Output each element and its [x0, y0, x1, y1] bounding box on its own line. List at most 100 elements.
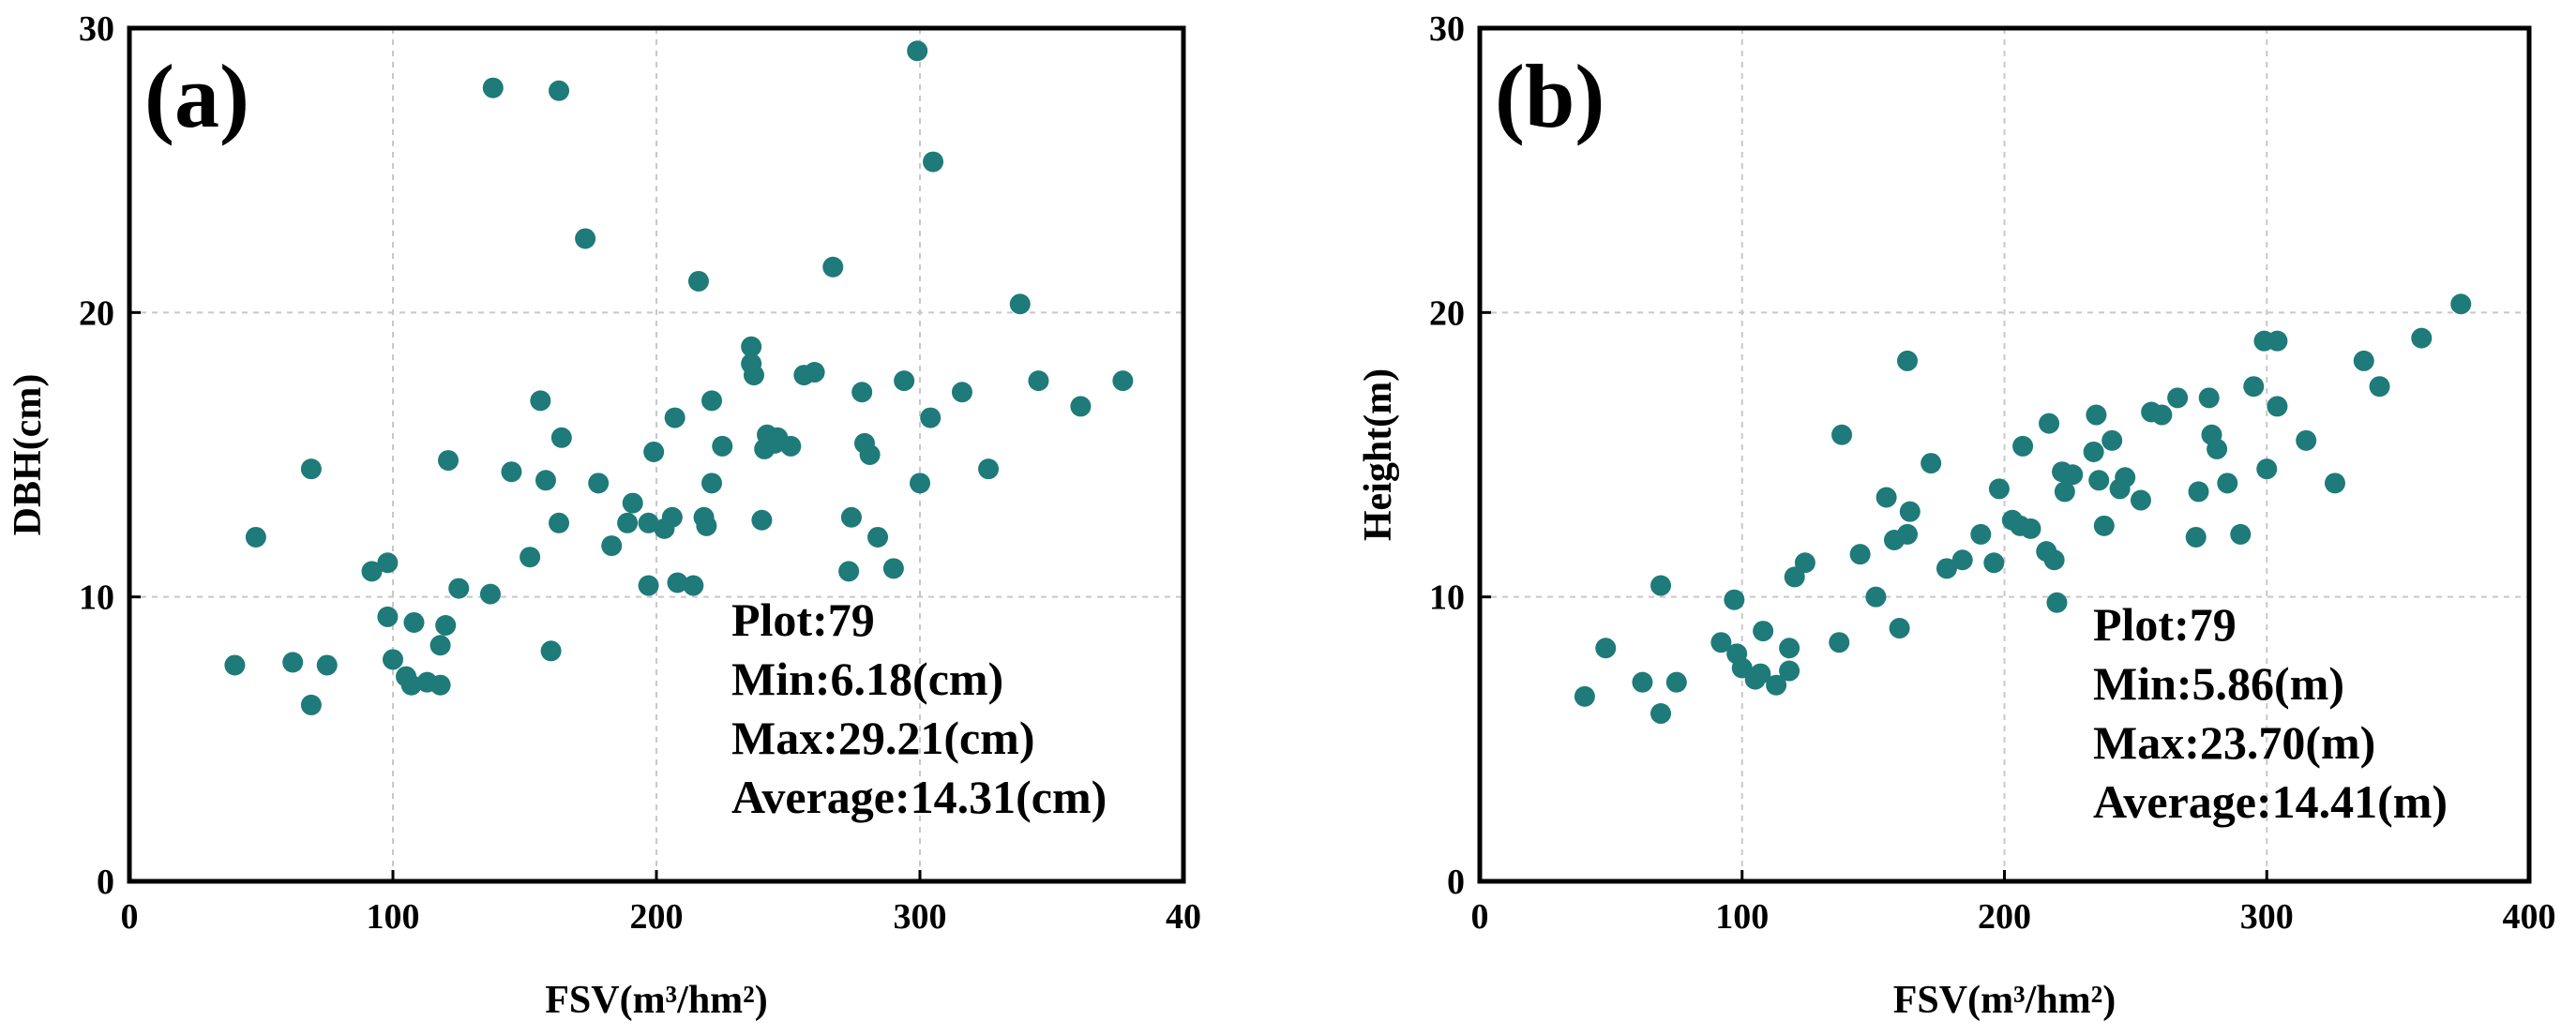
data-point — [1574, 685, 1595, 707]
x-axis-label: FSV(m³/hm²) — [1893, 979, 2117, 1022]
data-point — [920, 407, 942, 428]
data-point — [2130, 489, 2151, 511]
data-point — [1710, 632, 1732, 653]
data-point — [1951, 549, 1973, 571]
data-point — [978, 458, 1000, 480]
x-tick-label: 0 — [121, 897, 139, 937]
data-point — [743, 365, 764, 386]
data-point — [1988, 478, 2010, 500]
data-point — [894, 370, 915, 392]
data-point — [300, 694, 322, 715]
data-point — [540, 640, 562, 662]
data-point — [1650, 703, 1672, 725]
data-point — [1028, 370, 1049, 392]
data-point — [435, 615, 457, 636]
data-point — [1829, 632, 1850, 653]
data-point — [1665, 671, 1687, 693]
data-point — [687, 270, 709, 292]
data-point — [245, 526, 266, 548]
data-point — [2012, 435, 2034, 457]
data-point — [780, 435, 802, 457]
data-point — [859, 444, 881, 465]
data-point — [377, 552, 399, 574]
panel-a-dbh-vs-fsv: 0 100 200 300 400102030(a)Plot:79Min:6.18(cm… — [7, 9, 1201, 1022]
data-point — [804, 362, 825, 383]
data-point — [696, 515, 717, 536]
data-point — [1070, 396, 1092, 417]
data-point — [482, 77, 504, 98]
data-point — [661, 506, 683, 528]
data-point — [2115, 467, 2136, 488]
panel-b-height-vs-fsv: 0 100 200 300 400 0 10 20 30 (b) Plot:79 Min:5.86(m… — [1357, 9, 2556, 1022]
data-point — [617, 512, 639, 533]
data-point — [840, 506, 862, 528]
data-point — [1983, 552, 2005, 574]
data-point — [1595, 638, 1617, 659]
panel-label: (a) — [144, 46, 249, 146]
data-point — [535, 470, 556, 491]
stats-line: Average:14.41(m) — [2093, 775, 2448, 828]
data-point — [549, 80, 570, 101]
data-point — [910, 473, 930, 494]
data-point — [520, 547, 541, 568]
x-tick-label: 0 — [1471, 897, 1489, 937]
data-point — [2046, 592, 2068, 613]
data-point — [664, 407, 685, 428]
data-point — [907, 40, 928, 62]
data-point — [2054, 481, 2075, 503]
data-point — [2088, 470, 2110, 491]
data-point — [2243, 376, 2265, 398]
data-point — [1009, 293, 1031, 315]
data-point — [741, 336, 762, 357]
data-point — [2324, 473, 2345, 494]
y-axis-label: DBH(cm) — [7, 374, 50, 536]
data-point — [361, 561, 383, 582]
data-point — [851, 382, 873, 403]
data-point — [2101, 429, 2123, 451]
data-point — [2083, 441, 2104, 462]
data-point — [1794, 552, 1815, 574]
y-tick-label: 0 — [1447, 863, 1465, 902]
data-point — [867, 526, 889, 548]
y-tick-label: 10 — [79, 578, 114, 618]
data-point — [282, 652, 304, 673]
stats-line: Average:14.31(cm) — [731, 771, 1107, 823]
y-tick-label: 30 — [79, 9, 114, 49]
x-tick-label: 40 — [1166, 897, 1201, 937]
data-point — [501, 461, 522, 483]
data-point — [1112, 370, 1134, 392]
data-point — [2198, 387, 2220, 409]
data-point — [1936, 558, 1957, 579]
data-point — [701, 390, 723, 412]
data-point — [1865, 586, 1887, 608]
x-tick-label: 100 — [1715, 897, 1769, 937]
y-tick-label: 10 — [1429, 578, 1465, 618]
y-tick-label: 20 — [79, 293, 114, 333]
stats-line: Plot:79 — [731, 593, 875, 646]
data-point — [2043, 549, 2065, 571]
data-point — [1779, 638, 1800, 659]
data-point — [2039, 413, 2060, 434]
data-point — [429, 674, 451, 696]
data-point — [2230, 523, 2252, 545]
data-point — [588, 473, 610, 494]
data-point — [1753, 621, 1774, 642]
data-point — [1784, 566, 1805, 588]
data-point — [2267, 330, 2288, 352]
x-axis-label: FSV(m³/hm²) — [545, 979, 768, 1022]
data-point — [1766, 674, 1787, 696]
data-point — [2207, 438, 2228, 459]
data-point — [438, 450, 459, 472]
x-tick-label: 200 — [630, 897, 684, 937]
data-point — [2151, 404, 2173, 426]
panel-label: (b) — [1495, 46, 1604, 146]
y-tick-label: 20 — [1429, 293, 1465, 333]
data-point — [667, 572, 688, 593]
data-point — [530, 390, 551, 412]
data-point — [638, 512, 659, 533]
stats-line: Min:5.86(m) — [2093, 657, 2344, 710]
data-point — [1889, 618, 1910, 639]
data-point — [2369, 376, 2390, 398]
data-point — [2411, 327, 2433, 349]
data-point — [2167, 387, 2189, 409]
